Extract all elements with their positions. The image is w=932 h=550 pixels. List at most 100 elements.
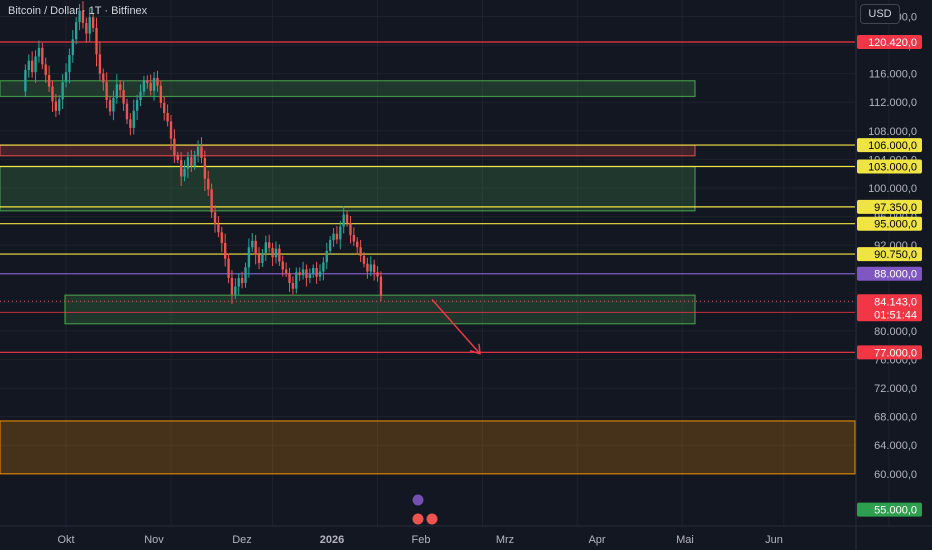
candle-body — [41, 47, 44, 65]
candle-body — [119, 84, 122, 91]
candle-body — [362, 255, 366, 264]
y-tick-label: 80.000,0 — [874, 326, 917, 338]
symbol-title[interactable]: Bitcoin / Dollar · 1T · Bitfinex — [8, 5, 148, 17]
candle-body — [369, 264, 372, 272]
candle-body — [291, 283, 295, 289]
candle-body — [112, 97, 115, 112]
candle-body — [268, 242, 271, 248]
price-level-label: 97.350,0 — [874, 202, 917, 214]
candle-body — [342, 214, 345, 227]
candle-body — [264, 242, 267, 253]
candle-body — [81, 10, 85, 23]
candle-body — [366, 263, 369, 272]
candle-body — [328, 240, 332, 251]
candle-body — [254, 240, 257, 255]
candle-body — [312, 268, 315, 275]
candle-body — [372, 264, 376, 273]
economic-event-icon — [411, 512, 425, 526]
candle-body — [257, 254, 261, 263]
zone-box — [0, 80, 696, 98]
candle-body — [24, 70, 27, 92]
countdown-label: 01:51:44 — [874, 309, 917, 321]
price-level-label: 88.000,0 — [874, 269, 917, 281]
zone-box — [0, 165, 696, 212]
candle-body — [61, 82, 64, 100]
x-tick-label: Mai — [676, 534, 694, 546]
y-tick-label: 100.000,0 — [868, 183, 917, 195]
candle-body — [115, 84, 119, 98]
candle-body — [95, 27, 98, 55]
candle-body — [237, 278, 240, 287]
candle-body — [146, 80, 149, 83]
candle-body — [230, 278, 234, 295]
price-level-label: 103.000,0 — [868, 162, 917, 174]
candle-body — [213, 212, 217, 225]
price-level-label: 55.000,0 — [874, 505, 917, 517]
candle-body — [322, 262, 325, 272]
candle-body — [379, 276, 383, 296]
x-tick-label: Dez — [232, 534, 252, 546]
candle-body — [98, 54, 102, 74]
candle-body — [356, 241, 359, 248]
zone-box — [64, 294, 696, 325]
current-price-bg — [857, 294, 922, 322]
candle-body — [186, 157, 190, 169]
candle-body — [335, 233, 339, 240]
candle-body — [27, 60, 30, 71]
price-level-label-bg — [857, 502, 922, 517]
event-icon — [411, 493, 425, 507]
candle-body — [47, 75, 51, 87]
candle-body — [64, 72, 68, 83]
candle-body — [196, 146, 200, 156]
candle-body — [288, 273, 291, 284]
candle-body — [166, 112, 169, 122]
price-level-label-bg — [857, 199, 922, 214]
economic-event-icon — [425, 512, 439, 526]
x-tick-label: Jun — [765, 534, 783, 546]
candle-body — [37, 47, 41, 57]
candle-body — [349, 222, 352, 236]
price-level-label: 120.420,0 — [868, 37, 917, 49]
candle-body — [51, 86, 54, 102]
candle-body — [247, 247, 251, 268]
candle-body — [159, 85, 163, 103]
candle-body — [71, 39, 74, 56]
candle-body — [234, 286, 237, 295]
candle-body — [278, 248, 281, 262]
candle-body — [125, 103, 129, 120]
candle-body — [220, 232, 223, 243]
y-tick-label: 60.000,0 — [874, 469, 917, 481]
x-tick-label: Feb — [412, 534, 431, 546]
candle-body — [44, 64, 47, 76]
candle-body — [132, 110, 135, 128]
candle-body — [156, 77, 159, 86]
candle-body — [223, 242, 227, 259]
candle-body — [30, 60, 34, 73]
y-tick-label: 68.000,0 — [874, 412, 917, 424]
price-level-label-bg — [857, 138, 922, 153]
candle-body — [251, 240, 254, 248]
price-level-label-bg — [857, 266, 922, 281]
y-tick-label: 112.000,0 — [869, 97, 917, 109]
candle-body — [345, 214, 349, 223]
candle-body — [244, 267, 247, 284]
price-level-label: 95.000,0 — [874, 219, 917, 231]
price-level-label-bg — [857, 35, 922, 50]
candle-body — [173, 138, 176, 156]
zone-box — [0, 144, 696, 157]
candle-body — [305, 269, 308, 279]
currency-button[interactable]: USD — [860, 4, 900, 24]
candle-body — [298, 272, 301, 276]
price-level-label-bg — [857, 345, 922, 360]
price-level-label-bg — [857, 216, 922, 231]
candle-body — [308, 274, 312, 279]
candle-body — [108, 100, 112, 112]
x-tick-label: Apr — [588, 534, 605, 546]
x-tick-label: Mrz — [496, 534, 514, 546]
candle-body — [54, 101, 58, 111]
y-tick-label: 116.000,0 — [869, 69, 917, 81]
candle-body — [129, 119, 132, 128]
candle-body — [217, 224, 220, 233]
candle-body — [325, 250, 328, 263]
